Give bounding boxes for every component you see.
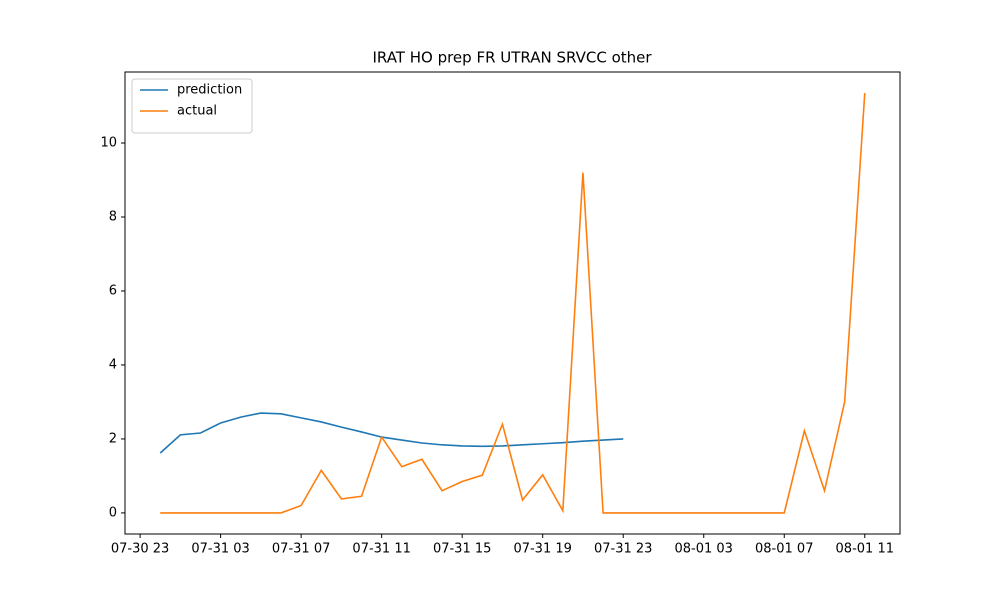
series-line [159,412,624,454]
x-tick-label: 07-31 11 [352,542,410,557]
x-tick-label: 07-31 07 [272,542,330,557]
legend: prediction actual [131,78,253,134]
x-tick-label: 07-31 23 [594,542,652,557]
y-tick-label: 6 [109,283,117,298]
y-tick-label: 8 [109,209,117,224]
legend-label: actual [177,104,217,119]
x-tick-label: 07-31 15 [433,542,491,557]
x-tick-label: 08-01 11 [836,542,894,557]
plot-frame [124,71,901,535]
legend-label: prediction [177,83,242,98]
y-tick-label: 2 [109,431,117,446]
y-tick-label: 4 [109,357,117,372]
x-tick-label: 08-01 03 [675,542,733,557]
y-tick-label: 10 [100,136,117,151]
x-tick-label: 07-31 19 [513,542,571,557]
x-tick-label: 07-31 03 [191,542,249,557]
chart-title: IRAT HO prep FR UTRAN SRVCC other [372,49,652,67]
legend-box [131,78,253,134]
series-line [160,93,866,514]
x-tick-label: 08-01 07 [755,542,813,557]
y-tick-label: 0 [109,505,117,520]
x-tick-label: 07-30 23 [111,542,169,557]
